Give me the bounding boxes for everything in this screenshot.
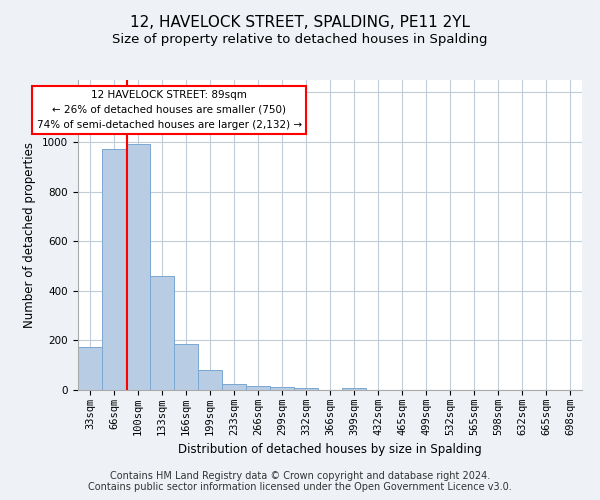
Bar [246,386,270,390]
Y-axis label: Number of detached properties: Number of detached properties [23,142,37,328]
Bar [342,388,366,390]
Bar [270,387,294,390]
Text: Size of property relative to detached houses in Spalding: Size of property relative to detached ho… [112,32,488,46]
Bar [198,370,222,390]
Bar [102,150,126,390]
Bar [222,384,246,390]
Text: 12, HAVELOCK STREET, SPALDING, PE11 2YL: 12, HAVELOCK STREET, SPALDING, PE11 2YL [130,15,470,30]
Text: 12 HAVELOCK STREET: 89sqm
← 26% of detached houses are smaller (750)
74% of semi: 12 HAVELOCK STREET: 89sqm ← 26% of detac… [37,90,302,130]
Text: Contains HM Land Registry data © Crown copyright and database right 2024.
Contai: Contains HM Land Registry data © Crown c… [88,471,512,492]
Bar [294,388,318,390]
Bar [174,344,198,390]
Bar [150,276,174,390]
X-axis label: Distribution of detached houses by size in Spalding: Distribution of detached houses by size … [178,444,482,456]
Bar [78,346,102,390]
Bar [126,144,150,390]
